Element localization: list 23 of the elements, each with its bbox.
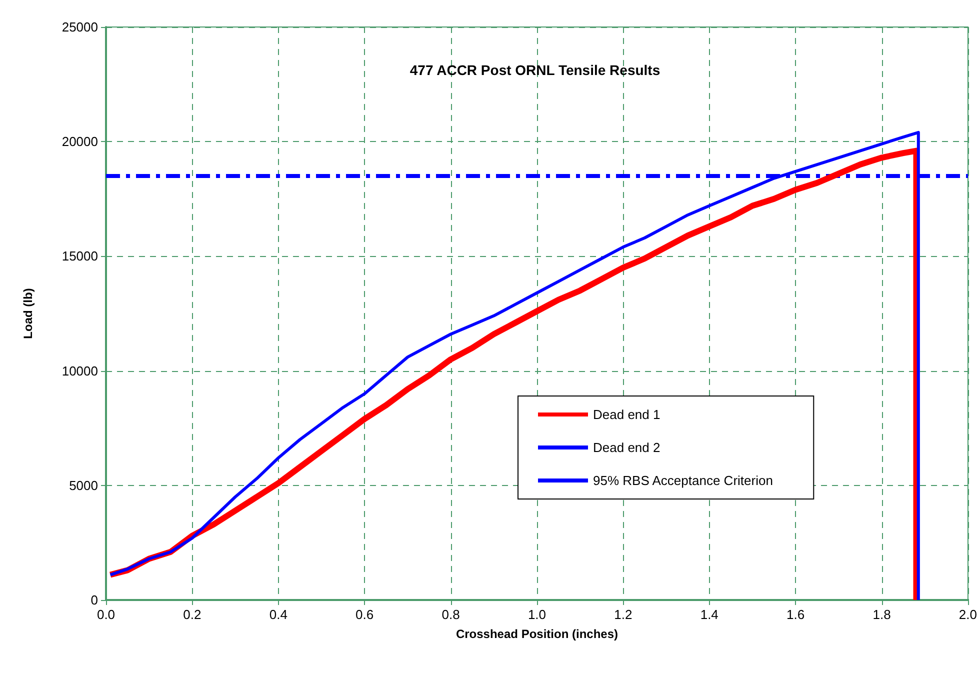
x-tick-label: 0.6 (356, 607, 374, 622)
x-tick-label: 0.4 (269, 607, 288, 622)
x-tick-label: 1.4 (700, 607, 718, 622)
text: 477 ACCR Post ORNL Tensile Results (410, 62, 660, 78)
y-tick-label: 10000 (62, 363, 98, 378)
x-tick-label: 0.2 (183, 607, 202, 622)
y-tick-label: 15000 (62, 248, 98, 264)
x-axis-title: Crosshead Position (inches) (456, 627, 618, 641)
legend-label: 95% RBS Acceptance Criterion (593, 473, 773, 488)
y-axis-title: Load (lb) (21, 288, 35, 339)
x-tick-label: 1.0 (528, 607, 546, 622)
x-tick-label: 0.0 (96, 607, 116, 622)
y-tick-label: 20000 (62, 134, 98, 150)
x-tick-label: 1.6 (786, 607, 805, 622)
x-tick-label: 2.0 (958, 607, 978, 622)
y-tick-label: 0 (90, 592, 98, 608)
y-tick-label: 5000 (69, 478, 98, 493)
x-tick-label: 0.8 (442, 607, 460, 622)
y-tick-label: 25000 (62, 20, 98, 34)
legend-label: Dead end 1 (593, 407, 660, 422)
x-tick-label: 1.2 (614, 607, 632, 622)
legend-label: Dead end 2 (593, 440, 660, 455)
x-tick-label: 1.8 (872, 607, 891, 622)
